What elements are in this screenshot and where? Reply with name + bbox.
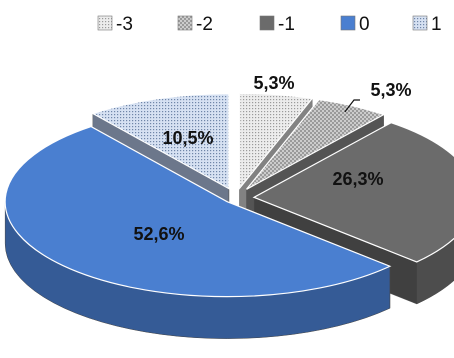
legend-swatch	[340, 15, 356, 31]
legend-item-0: -3	[97, 14, 133, 35]
legend-item-4: 1	[412, 14, 442, 35]
data-label--3: 5,3%	[253, 73, 294, 93]
legend-label: 1	[431, 14, 442, 35]
leader-line	[344, 99, 360, 113]
slice--1	[252, 122, 454, 263]
legend-item-2: -1	[259, 14, 295, 35]
legend-swatch	[97, 15, 113, 31]
slice--3	[239, 92, 314, 190]
data-label--1: 26,3%	[332, 169, 383, 189]
data-label-0: 52,6%	[133, 224, 184, 244]
legend-item-3: 0	[340, 14, 370, 35]
slice-1	[91, 93, 230, 190]
data-label-1: 10,5%	[162, 128, 213, 148]
legend-label: -2	[196, 14, 213, 35]
pie-tops	[4, 92, 454, 298]
legend-swatch	[259, 15, 275, 31]
slice--2	[246, 98, 386, 190]
legend-swatch	[412, 15, 428, 31]
legend: -3 -2 -1 0 1	[97, 14, 442, 35]
slice-0	[4, 125, 392, 298]
data-label--2: 5,3%	[370, 80, 411, 100]
pie-data-labels: 5,3% 5,3% 26,3% 52,6% 10,5%	[133, 73, 411, 244]
legend-label: 0	[359, 14, 370, 35]
legend-label: -3	[116, 14, 133, 35]
legend-swatch	[177, 15, 193, 31]
legend-label: -1	[278, 14, 295, 35]
legend-item-1: -2	[177, 14, 213, 35]
